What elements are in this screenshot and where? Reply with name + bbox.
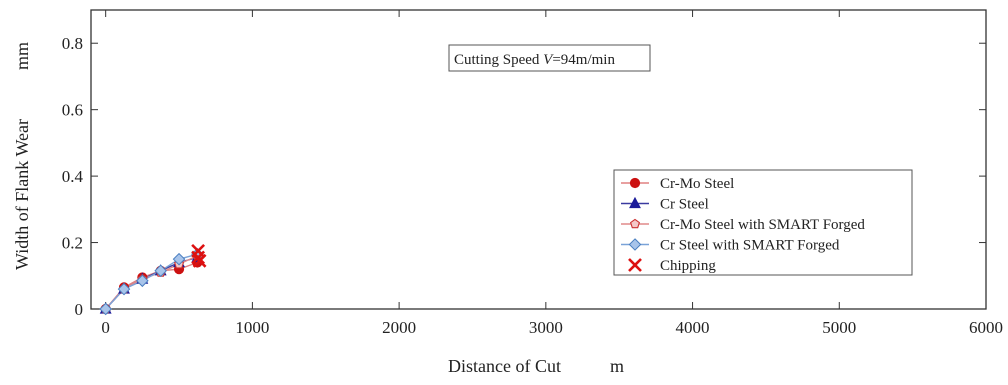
series-layer [99,243,207,316]
y-axis-unit: mm [12,42,32,70]
series-4-point [136,274,149,288]
series-4-point [172,252,186,266]
legend-label: Chipping [660,258,716,274]
speed-annotation-suffix: =94m/min [552,52,615,68]
y-tick-label: 0 [75,300,84,319]
speed-annotation: Cutting Speed V=94m/min [448,44,651,72]
ticks-layer: 0 1000 2000 3000 4000 5000 6000 0 0.2 0.4 0.6 0.8 [62,10,1003,337]
legend-marker [629,196,641,209]
plot-area-frame [90,9,987,310]
chipping-point [192,253,207,268]
x-axis-label: Distance of Cut [448,356,561,376]
legend-marker [628,238,642,251]
y-tick-label: 0.4 [62,167,84,186]
legend-items: Cr-Mo Steel Cr Steel Cr-Mo Steel with SMAR… [621,176,865,274]
speed-annotation-box [448,44,651,72]
y-tick-label: 0.6 [62,101,83,120]
y-axis-label: Width of Flank Wear [12,119,32,270]
y-tick-label: 0.2 [62,234,83,253]
speed-annotation-text: Cutting Speed V=94m/min [454,52,615,68]
x-axis-unit: m [610,356,624,376]
x-tick-label: 6000 [969,318,1003,337]
legend-marker-stroke-b [628,258,642,272]
legend-label: Cr Steel with SMART Forged [660,238,840,254]
legend-item-4: Cr Steel with SMART Forged [621,238,840,254]
legend-item-2: Cr Steel [621,197,709,213]
x-tick-label: 4000 [676,318,710,337]
speed-annotation-symbol: V [543,52,554,68]
legend-label: Cr-Mo Steel with SMART Forged [660,217,865,233]
series-4-point [154,264,167,278]
x-tick-label: 5000 [822,318,856,337]
legend-item-1: Cr-Mo Steel [621,176,734,192]
legend-label: Cr-Mo Steel [660,176,734,192]
x-tick-label: 1000 [235,318,269,337]
x-tick-label: 0 [101,318,110,337]
series-4-point [99,302,112,316]
legend-item-5: Chipping [628,258,716,274]
legend-marker [629,177,641,189]
chipping-point-stroke-b [192,253,207,268]
series-4-point [117,282,131,296]
chipping-point-stroke-b [191,250,206,265]
speed-annotation-prefix: Cutting Speed [454,52,543,68]
x-tick-label: 2000 [382,318,416,337]
y-tick-label: 0.8 [62,34,83,53]
legend-box [613,169,913,276]
legend-item-3: Cr-Mo Steel with SMART Forged [621,217,865,233]
legend-label: Cr Steel [660,197,709,213]
legend: Cr-Mo Steel Cr Steel Cr-Mo Steel with SMAR… [613,169,913,276]
legend-marker [629,218,641,229]
chipping-point [191,250,206,265]
x-tick-label: 3000 [529,318,563,337]
legend-marker [628,258,642,272]
